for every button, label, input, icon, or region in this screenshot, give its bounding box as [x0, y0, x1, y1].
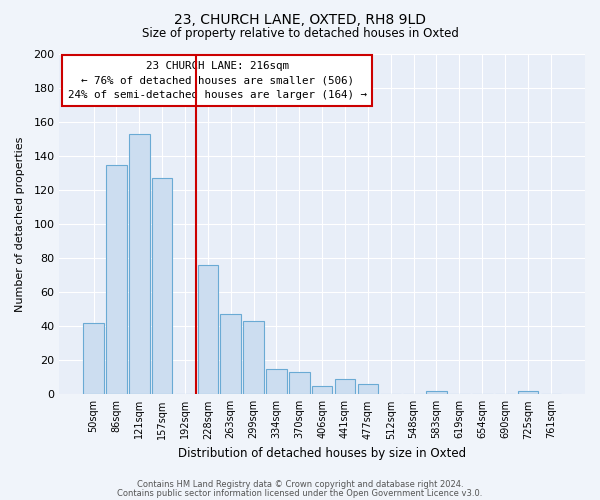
- Text: Size of property relative to detached houses in Oxted: Size of property relative to detached ho…: [142, 28, 458, 40]
- Bar: [197, 265, 218, 394]
- Bar: [335, 379, 355, 394]
- Bar: [426, 391, 447, 394]
- Bar: [152, 178, 172, 394]
- Text: Contains HM Land Registry data © Crown copyright and database right 2024.: Contains HM Land Registry data © Crown c…: [137, 480, 463, 489]
- Text: Contains public sector information licensed under the Open Government Licence v3: Contains public sector information licen…: [118, 488, 482, 498]
- X-axis label: Distribution of detached houses by size in Oxted: Distribution of detached houses by size …: [178, 447, 466, 460]
- Bar: [266, 369, 287, 394]
- Bar: [243, 321, 264, 394]
- Bar: [129, 134, 149, 394]
- Bar: [83, 323, 104, 394]
- Bar: [518, 391, 538, 394]
- Text: 23, CHURCH LANE, OXTED, RH8 9LD: 23, CHURCH LANE, OXTED, RH8 9LD: [174, 12, 426, 26]
- Bar: [220, 314, 241, 394]
- Bar: [289, 372, 310, 394]
- Bar: [358, 384, 378, 394]
- Text: 23 CHURCH LANE: 216sqm
← 76% of detached houses are smaller (506)
24% of semi-de: 23 CHURCH LANE: 216sqm ← 76% of detached…: [68, 61, 367, 100]
- Bar: [106, 164, 127, 394]
- Bar: [312, 386, 332, 394]
- Y-axis label: Number of detached properties: Number of detached properties: [15, 136, 25, 312]
